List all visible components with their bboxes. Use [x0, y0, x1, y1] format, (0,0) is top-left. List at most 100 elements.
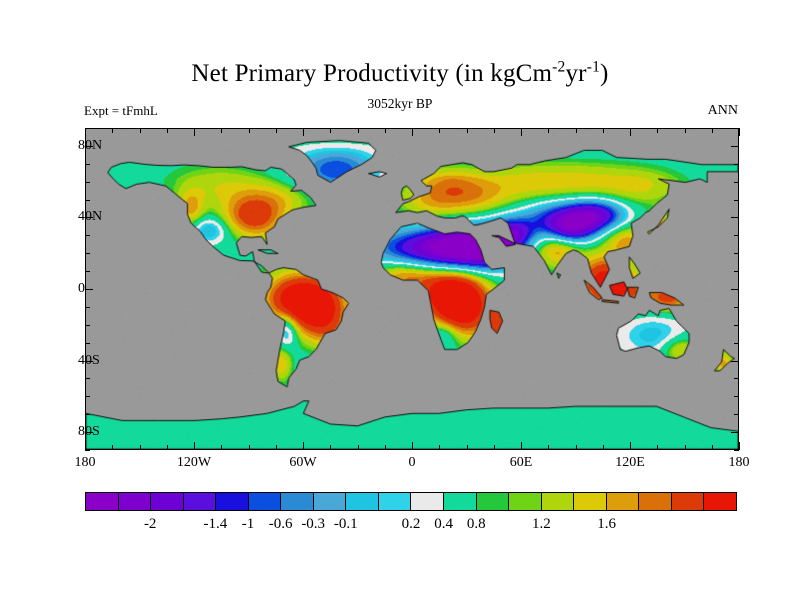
map-plot-area [85, 128, 739, 450]
axis-tick [734, 343, 739, 344]
axis-tick [576, 128, 577, 133]
axis-tick [731, 289, 739, 290]
axis-tick [412, 442, 413, 450]
colorbar-segment [119, 493, 152, 510]
axis-tick [194, 442, 195, 450]
axis-tick [85, 343, 90, 344]
axis-tick [330, 445, 331, 450]
axis-tick [85, 442, 86, 450]
axis-tick [330, 128, 331, 133]
axis-tick [358, 128, 359, 133]
colorbar-segment [607, 493, 640, 510]
axis-tick [221, 445, 222, 450]
axis-tick [385, 445, 386, 450]
colorbar-segment [477, 493, 510, 510]
axis-tick [734, 235, 739, 236]
axis-tick [734, 450, 739, 451]
colorbar-segment [216, 493, 249, 510]
axis-tick [85, 307, 90, 308]
axis-tick [194, 128, 195, 136]
axis-tick [85, 289, 93, 290]
axis-tick [657, 445, 658, 450]
axis-tick [734, 253, 739, 254]
page-title: Net Primary Productivity (in kgCm-2yr-1) [0, 60, 800, 88]
axis-tick [548, 445, 549, 450]
axis-tick [739, 128, 740, 136]
axis-tick [712, 445, 713, 450]
axis-tick [685, 445, 686, 450]
axis-tick [734, 396, 739, 397]
axis-tick [112, 445, 113, 450]
axis-tick [734, 378, 739, 379]
axis-tick [494, 445, 495, 450]
colorbar-segment [509, 493, 542, 510]
colorbar-tick-label: 1.2 [532, 516, 551, 533]
axis-tick [734, 307, 739, 308]
title-mid: yr [565, 60, 586, 87]
axis-tick [603, 445, 604, 450]
colorbar-tick-label: -0.1 [334, 516, 358, 533]
axis-tick [85, 414, 90, 415]
npp-heatmap-canvas [86, 129, 738, 449]
axis-tick [140, 128, 141, 133]
colorbar-tick-label: 0.2 [402, 516, 421, 533]
axis-tick [85, 450, 90, 451]
axis-tick [303, 442, 304, 450]
latitude-label: 40N [78, 209, 102, 225]
axis-tick [140, 445, 141, 450]
axis-tick [734, 271, 739, 272]
longitude-label: 60W [289, 455, 316, 471]
axis-tick [358, 445, 359, 450]
colorbar-tick-label: 0.4 [434, 516, 453, 533]
colorbar-segment [346, 493, 379, 510]
colorbar-tick-label: -1 [242, 516, 255, 533]
colorbar-segment [704, 493, 736, 510]
colorbar-segment [151, 493, 184, 510]
axis-tick [467, 445, 468, 450]
colorbar [85, 492, 737, 511]
axis-tick [731, 146, 739, 147]
axis-tick [734, 325, 739, 326]
axis-tick [548, 128, 549, 133]
axis-tick [85, 128, 86, 136]
longitude-label: 180 [729, 455, 750, 471]
latitude-label: 40S [78, 353, 100, 369]
longitude-label: 120W [177, 455, 211, 471]
axis-tick [85, 325, 90, 326]
colorbar-segment [672, 493, 705, 510]
axis-tick [712, 128, 713, 133]
axis-tick [249, 128, 250, 133]
axis-tick [221, 128, 222, 133]
axis-tick [603, 128, 604, 133]
axis-tick [734, 414, 739, 415]
axis-tick [731, 361, 739, 362]
axis-tick [85, 200, 90, 201]
colorbar-segment [249, 493, 282, 510]
axis-tick [303, 128, 304, 136]
colorbar-segment [86, 493, 119, 510]
colorbar-segment [281, 493, 314, 510]
axis-tick [85, 235, 90, 236]
axis-tick [85, 378, 90, 379]
axis-tick [439, 445, 440, 450]
experiment-label: Expt = tFmhL [84, 103, 158, 119]
latitude-label: 80S [78, 424, 100, 440]
colorbar-tick-label: 0.8 [467, 516, 486, 533]
colorbar-segment [574, 493, 607, 510]
colorbar-segment [379, 493, 412, 510]
axis-tick [85, 253, 90, 254]
longitude-label: 180 [75, 455, 96, 471]
axis-tick [85, 182, 90, 183]
colorbar-tick-label: -1.4 [204, 516, 228, 533]
axis-tick [685, 128, 686, 133]
longitude-label: 60E [510, 455, 533, 471]
title-exponent-1: -2 [552, 59, 565, 76]
axis-tick [576, 445, 577, 450]
season-label: ANN [708, 103, 738, 119]
colorbar-tick-label: -0.3 [301, 516, 325, 533]
axis-tick [494, 128, 495, 133]
latitude-label: 0 [78, 281, 85, 297]
latitude-label: 80N [78, 138, 102, 154]
axis-tick [412, 128, 413, 136]
title-prefix: Net Primary Productivity (in kgCm [191, 60, 552, 87]
